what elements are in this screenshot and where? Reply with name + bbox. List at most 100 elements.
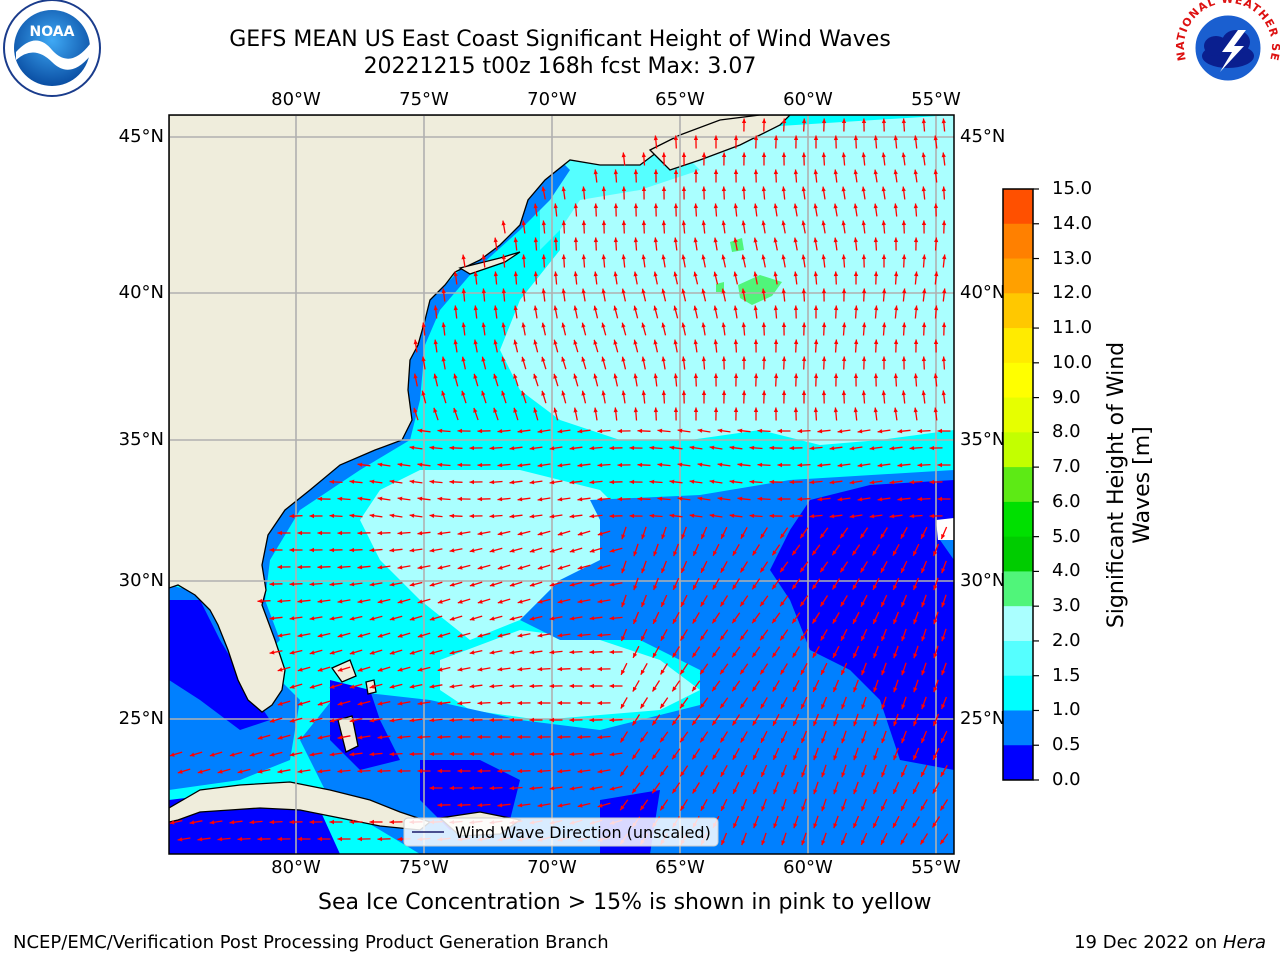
wave-arrow bbox=[749, 513, 763, 518]
wave-arrow bbox=[573, 237, 579, 251]
wave-arrow bbox=[457, 768, 471, 774]
wave-arrow bbox=[349, 615, 363, 621]
wave-arrow bbox=[821, 152, 826, 166]
wave-arrow bbox=[860, 832, 868, 846]
wave-arrow bbox=[809, 514, 823, 519]
wave-arrow bbox=[661, 186, 667, 200]
wave-arrow bbox=[437, 564, 451, 570]
wave-arrow bbox=[329, 616, 343, 621]
wave-arrow bbox=[881, 730, 887, 744]
wave-arrow bbox=[709, 445, 723, 450]
wave-arrow bbox=[900, 798, 908, 812]
wave-arrow bbox=[633, 577, 639, 591]
wave-arrow bbox=[713, 339, 718, 353]
wave-arrow bbox=[759, 629, 769, 641]
wave-arrow bbox=[337, 496, 351, 501]
tick-label: 70°W bbox=[527, 89, 577, 110]
wave-arrow bbox=[801, 220, 806, 234]
wave-arrow bbox=[589, 683, 603, 689]
wave-arrow bbox=[731, 714, 741, 726]
wave-arrow bbox=[779, 561, 789, 573]
wave-arrow bbox=[872, 544, 880, 556]
wave-arrow bbox=[693, 373, 699, 387]
wave-arrow bbox=[753, 237, 758, 251]
wave-arrow bbox=[861, 390, 866, 404]
colorbar-band bbox=[1003, 675, 1033, 711]
wave-arrow bbox=[619, 799, 629, 811]
wave-arrow bbox=[620, 662, 628, 676]
wave-arrow bbox=[880, 560, 888, 574]
missing-data-patch bbox=[936, 518, 954, 540]
wave-arrow bbox=[693, 135, 699, 149]
wave-arrow bbox=[909, 446, 923, 451]
wave-arrow bbox=[649, 479, 663, 484]
wave-arrow bbox=[761, 220, 766, 234]
wave-arrow bbox=[621, 560, 627, 574]
wave-arrow bbox=[449, 649, 463, 655]
wave-arrow bbox=[697, 496, 711, 501]
wave-arrow bbox=[781, 322, 787, 336]
wave-arrow bbox=[577, 734, 591, 740]
wave-arrow bbox=[613, 305, 619, 319]
wave-arrow bbox=[881, 118, 887, 132]
wave-arrow bbox=[651, 748, 661, 760]
wave-arrow bbox=[469, 785, 483, 791]
wave-arrow bbox=[409, 445, 423, 450]
colorbar-band bbox=[1003, 223, 1033, 260]
wave-arrow bbox=[821, 220, 826, 234]
wave-arrow bbox=[477, 564, 491, 570]
wave-arrow bbox=[417, 666, 431, 672]
wave-arrow bbox=[672, 577, 680, 591]
wave-arrow bbox=[701, 356, 706, 370]
wave-arrow bbox=[521, 390, 527, 404]
wave-arrow bbox=[537, 497, 551, 502]
wave-arrow bbox=[609, 547, 623, 553]
wave-arrow bbox=[317, 564, 331, 570]
wave-arrow bbox=[639, 799, 649, 811]
wave-arrow bbox=[409, 581, 423, 587]
wave-arrow bbox=[801, 832, 807, 846]
wave-arrow bbox=[169, 751, 183, 757]
wave-arrow bbox=[929, 479, 943, 485]
wave-arrow bbox=[761, 356, 767, 370]
wave-arrow bbox=[653, 169, 659, 183]
wave-arrow bbox=[713, 237, 718, 251]
wave-arrow bbox=[461, 322, 466, 336]
wave-arrow bbox=[937, 428, 951, 434]
wave-arrow bbox=[761, 186, 766, 200]
wave-arrow bbox=[753, 339, 759, 353]
wave-arrow bbox=[813, 373, 819, 387]
wave-arrow bbox=[873, 339, 879, 353]
wave-arrow bbox=[437, 734, 451, 740]
wave-arrow bbox=[939, 833, 949, 845]
wave-arrow bbox=[731, 612, 741, 624]
wave-arrow bbox=[409, 513, 423, 518]
wave-arrow bbox=[917, 496, 931, 502]
wave-arrow bbox=[457, 701, 471, 706]
wave-arrow bbox=[812, 713, 820, 727]
wave-arrow bbox=[681, 356, 686, 370]
wave-arrow bbox=[933, 203, 939, 217]
wave-arrow bbox=[541, 356, 547, 370]
wave-arrow bbox=[841, 764, 847, 778]
wave-arrow bbox=[421, 390, 427, 404]
wave-arrow bbox=[453, 271, 458, 285]
wave-arrow bbox=[837, 497, 851, 502]
wave-arrow bbox=[509, 786, 523, 791]
wave-arrow bbox=[397, 768, 411, 774]
wave-arrow bbox=[417, 735, 431, 740]
wave-arrow bbox=[731, 646, 741, 658]
wave-arrow bbox=[813, 237, 818, 251]
wave-arrow bbox=[633, 203, 639, 217]
wave-arrow bbox=[521, 220, 526, 234]
wave-arrow bbox=[497, 429, 511, 434]
wave-arrow bbox=[457, 531, 471, 536]
wave-arrow bbox=[712, 543, 720, 557]
wave-arrow bbox=[357, 530, 371, 536]
wave-arrow bbox=[449, 718, 463, 723]
wave-arrow bbox=[852, 611, 860, 625]
wave-arrow bbox=[421, 322, 426, 336]
wave-arrow bbox=[673, 169, 679, 183]
wave-arrow bbox=[693, 407, 699, 421]
wave-arrow bbox=[613, 203, 619, 217]
